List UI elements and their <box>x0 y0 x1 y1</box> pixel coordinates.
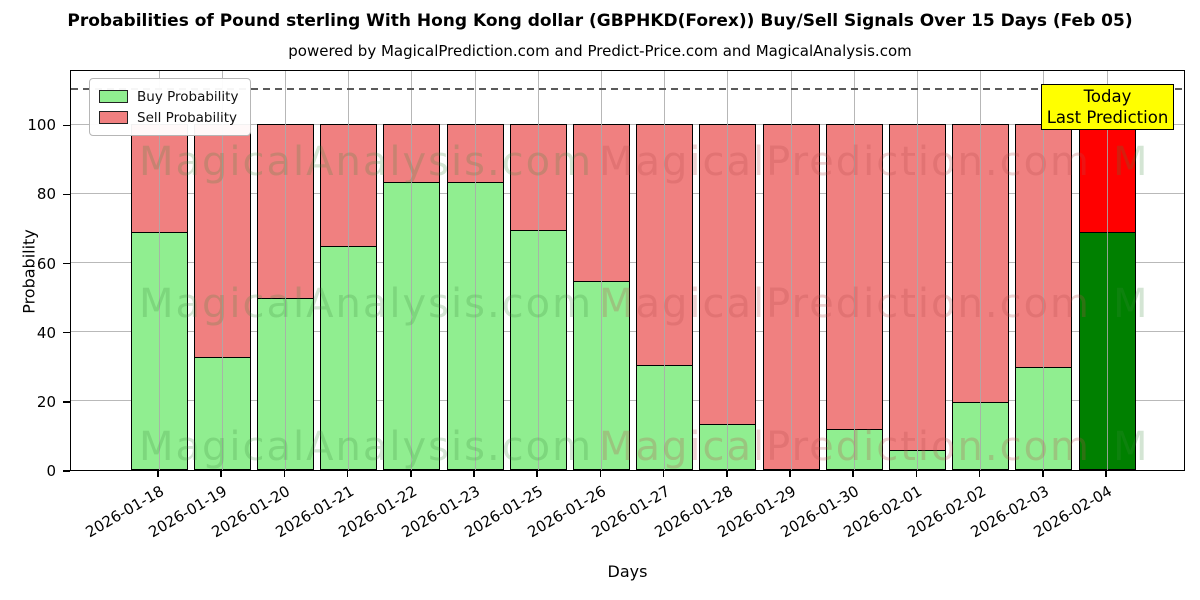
legend-sell-label: Sell Probability <box>137 109 238 126</box>
xtick-mark-2026-01-19 <box>220 471 222 477</box>
ytick-label-80: 80 <box>36 185 56 204</box>
watermark-truncated: M <box>1113 281 1150 327</box>
legend: Buy Probability Sell Probability <box>89 78 252 136</box>
y-axis-title: Probability <box>19 229 39 314</box>
ytick-mark-80 <box>63 193 70 196</box>
today-annotation-box: Today Last Prediction <box>1041 84 1174 130</box>
gridline-x-2026-01-22 <box>411 71 413 470</box>
xtick-mark-2026-01-29 <box>789 471 791 477</box>
xtick-mark-2026-01-26 <box>599 471 602 477</box>
chart-subtitle: powered by MagicalPrediction.com and Pre… <box>288 42 912 60</box>
chart-title: Probabilities of Pound sterling With Hon… <box>67 11 1133 31</box>
xtick-mark-2026-02-04 <box>1105 471 1107 477</box>
ytick-label-100: 100 <box>27 116 56 135</box>
gridline-x-2026-01-27 <box>664 71 666 470</box>
ytick-mark-100 <box>63 124 70 127</box>
watermark-prediction: MagicalPrediction.com <box>599 281 1091 327</box>
xtick-mark-2026-02-01 <box>915 471 918 477</box>
x-axis-title: Days <box>607 562 648 581</box>
legend-row-sell: Sell Probability <box>99 107 238 128</box>
xtick-mark-2026-01-23 <box>473 471 475 477</box>
watermark-prediction: MagicalPrediction.com <box>599 139 1091 185</box>
ytick-label-40: 40 <box>36 323 56 342</box>
gridline-x-2026-01-25 <box>537 71 539 470</box>
ytick-mark-20 <box>63 401 70 403</box>
xtick-mark-2026-01-27 <box>662 471 665 477</box>
gridline-x-2026-01-23 <box>474 71 476 470</box>
gridline-x-2026-01-28 <box>727 71 729 470</box>
gridline-x-2026-01-29 <box>790 71 792 470</box>
xtick-mark-2026-01-21 <box>346 471 349 477</box>
watermark-truncated: M <box>1113 139 1150 185</box>
buy-color-swatch <box>99 90 128 103</box>
ytick-mark-0 <box>63 470 70 472</box>
today-annotation-line2: Last Prediction <box>1046 108 1169 127</box>
xtick-mark-2026-01-18 <box>157 471 159 477</box>
gridline-x-2026-01-26 <box>600 71 602 470</box>
gridline-x-2026-01-30 <box>853 71 855 470</box>
ytick-label-0: 0 <box>46 462 56 480</box>
gridline-x-2026-01-20 <box>284 71 286 470</box>
gridline-x-2026-01-18 <box>158 71 160 470</box>
ytick-mark-40 <box>63 331 70 334</box>
ytick-mark-60 <box>63 262 70 265</box>
xtick-mark-2026-01-25 <box>536 471 538 477</box>
gridline-x-2026-02-02 <box>980 71 982 470</box>
gridline-x-2026-01-21 <box>348 71 350 470</box>
gridline-x-2026-02-04 <box>1106 71 1108 470</box>
watermark-prediction: MagicalPrediction.com <box>599 424 1091 470</box>
dashed-reference-line <box>71 87 1184 90</box>
xtick-mark-2026-01-22 <box>410 471 412 477</box>
today-annotation-line1: Today <box>1083 87 1132 106</box>
watermark-analysis: MagicalAnalysis.com <box>139 424 594 470</box>
xtick-mark-2026-01-28 <box>726 471 728 477</box>
xtick-mark-2026-02-02 <box>978 471 981 477</box>
plot-area: MagicalAnalysis.com MagicalPrediction.com… <box>70 70 1185 471</box>
watermark-analysis: MagicalAnalysis.com <box>139 139 594 185</box>
legend-row-buy: Buy Probability <box>99 86 238 107</box>
sell-color-swatch <box>99 111 128 124</box>
xtick-mark-2026-01-20 <box>283 471 286 477</box>
watermark-truncated: M <box>1113 424 1150 470</box>
gridline-x-2026-01-19 <box>221 71 223 470</box>
xtick-mark-2026-01-30 <box>852 471 854 477</box>
xtick-mark-2026-02-03 <box>1042 471 1044 477</box>
ytick-label-60: 60 <box>36 254 56 273</box>
gridline-x-2026-02-01 <box>916 71 918 470</box>
legend-buy-label: Buy Probability <box>137 88 239 105</box>
ytick-label-20: 20 <box>36 392 56 411</box>
watermark-analysis: MagicalAnalysis.com <box>139 281 594 327</box>
gridline-x-2026-02-03 <box>1043 71 1045 470</box>
